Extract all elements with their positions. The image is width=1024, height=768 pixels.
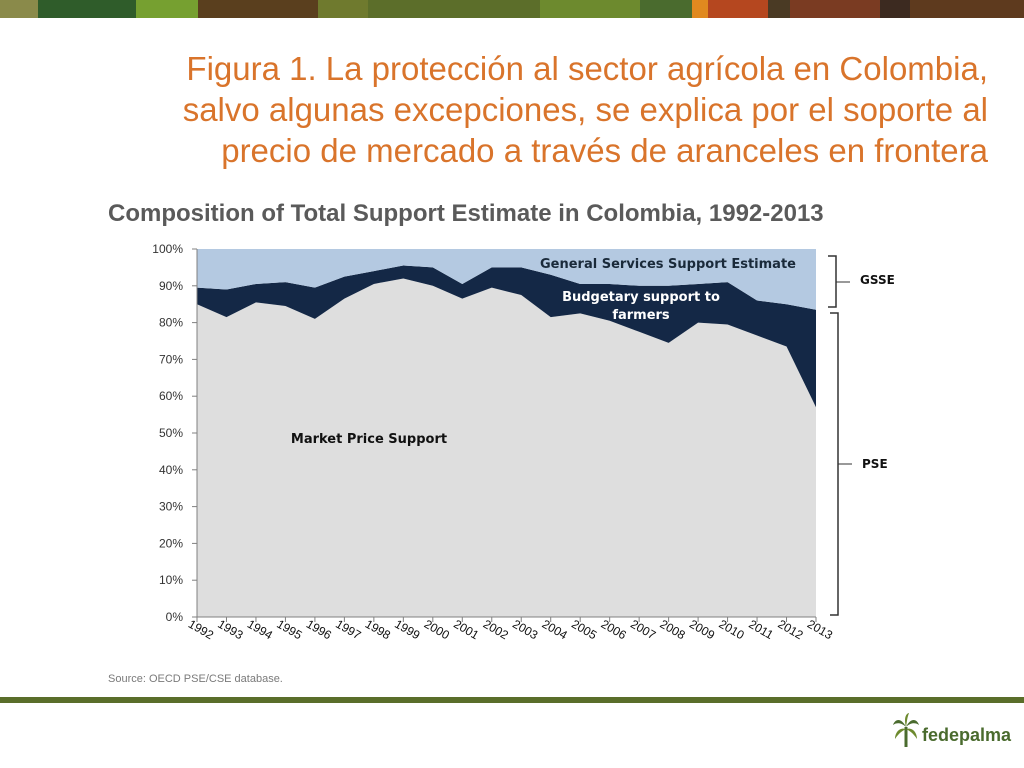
y-tick-label: 0%: [166, 610, 184, 624]
series-label-market-price-support: Market Price Support: [291, 432, 447, 447]
band-segment: [198, 0, 318, 18]
band-segment: [540, 0, 640, 18]
y-tick-label: 100%: [152, 242, 183, 256]
slide-title: Figura 1. La protección al sector agríco…: [88, 48, 988, 171]
y-tick-label: 20%: [159, 536, 183, 550]
footer-divider: [0, 697, 1024, 703]
band-segment: [136, 0, 198, 18]
fedepalma-logo: fedepalma: [893, 713, 1011, 747]
y-tick-label: 90%: [159, 279, 183, 293]
band-segment: [640, 0, 692, 18]
x-tick-label: 1998: [363, 617, 393, 643]
series-label-budgetary-support: Budgetary support to: [562, 290, 720, 305]
bracket-label-pse: PSE: [862, 457, 888, 471]
y-tick-label: 70%: [159, 352, 183, 366]
x-tick-label: 2006: [599, 617, 629, 643]
x-tick-label: 2012: [775, 617, 805, 643]
x-tick-label: 2004: [540, 617, 570, 643]
series-label-general-services: General Services Support Estimate: [540, 257, 796, 272]
band-segment: [692, 0, 708, 18]
band-segment: [790, 0, 880, 18]
x-tick-label: 1995: [274, 617, 304, 643]
band-segment: [0, 0, 38, 18]
x-tick-label: 1994: [245, 617, 275, 643]
x-tick-label: 1999: [392, 617, 422, 643]
slide-title-line: precio de mercado a través de aranceles …: [221, 132, 988, 169]
stacked-area-chart: 0%10%20%30%40%50%60%70%80%90%100%1992 199…: [152, 242, 895, 643]
band-segment: [38, 0, 136, 18]
x-tick-label: 2010: [717, 617, 747, 643]
slide-title-line: salvo algunas excepciones, se explica po…: [182, 91, 988, 128]
x-tick-label: 1993: [215, 617, 245, 643]
x-tick-label: 1997: [333, 617, 363, 643]
band-segment: [880, 0, 910, 18]
bracket-label-gsse: GSSE: [860, 273, 895, 287]
series-label-budgetary-support: farmers: [612, 308, 670, 323]
x-tick-label: 2000: [422, 617, 452, 643]
area-series-0: [197, 278, 816, 617]
x-tick-label: 2011: [746, 617, 776, 642]
source-note: Source: OECD PSE/CSE database.: [108, 673, 283, 685]
x-tick-label: 2007: [628, 617, 658, 643]
area-series-1: [197, 265, 816, 408]
x-tick-label: 1992: [186, 617, 216, 643]
band-segment: [368, 0, 540, 18]
pse-bracket: [830, 312, 839, 616]
area-series-2: [197, 249, 816, 310]
y-tick-label: 50%: [159, 426, 183, 440]
band-segment: [768, 0, 790, 18]
x-tick-label: 2002: [481, 617, 511, 643]
slide-title-line: Figura 1. La protección al sector agríco…: [186, 50, 988, 87]
y-tick-label: 30%: [159, 500, 183, 514]
y-tick-label: 60%: [159, 389, 183, 403]
x-tick-label: 2003: [510, 617, 540, 643]
y-tick-label: 40%: [159, 463, 183, 477]
y-tick-label: 80%: [159, 316, 183, 330]
x-tick-label: 2005: [569, 617, 599, 643]
y-tick-label: 10%: [159, 573, 183, 587]
x-tick-label: 2001: [451, 617, 481, 643]
chart-title: Composition of Total Support Estimate in…: [108, 200, 824, 227]
band-segment: [318, 0, 368, 18]
x-tick-label: 2013: [805, 617, 835, 643]
x-tick-label: 2009: [687, 617, 717, 643]
x-tick-label: 2008: [658, 617, 688, 643]
palm-icon: [893, 713, 919, 747]
gsse-bracket: [828, 255, 837, 308]
band-segment: [910, 0, 1024, 18]
band-segment: [708, 0, 768, 18]
logo-text: fedepalma: [922, 725, 1012, 745]
top-color-band: [0, 0, 1024, 18]
x-tick-label: 1996: [304, 617, 334, 643]
